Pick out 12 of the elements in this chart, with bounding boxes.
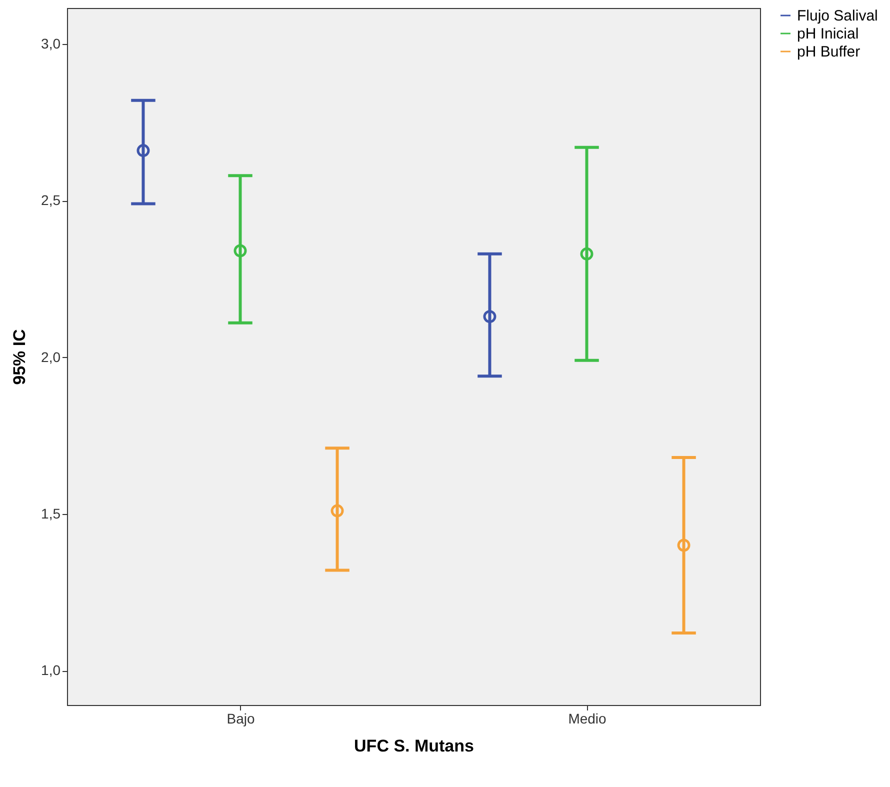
legend-label: pH Inicial — [797, 26, 859, 42]
legend-label: Flujo Salival — [797, 8, 878, 24]
y-tick-label: 1,5 — [41, 505, 61, 522]
legend-label: pH Buffer — [797, 44, 860, 60]
y-tick-label: 2,0 — [41, 348, 61, 365]
y-tick-label: 1,0 — [41, 662, 61, 678]
y-tick-label: 2,5 — [41, 192, 61, 208]
x-axis-title: UFC S. Mutans — [354, 736, 474, 756]
x-tick-label: Bajo — [226, 710, 255, 726]
y-tick-label: 3,0 — [41, 36, 61, 52]
y-axis-title: 95% IC — [10, 329, 30, 385]
x-tick-label: Medio — [568, 710, 607, 726]
